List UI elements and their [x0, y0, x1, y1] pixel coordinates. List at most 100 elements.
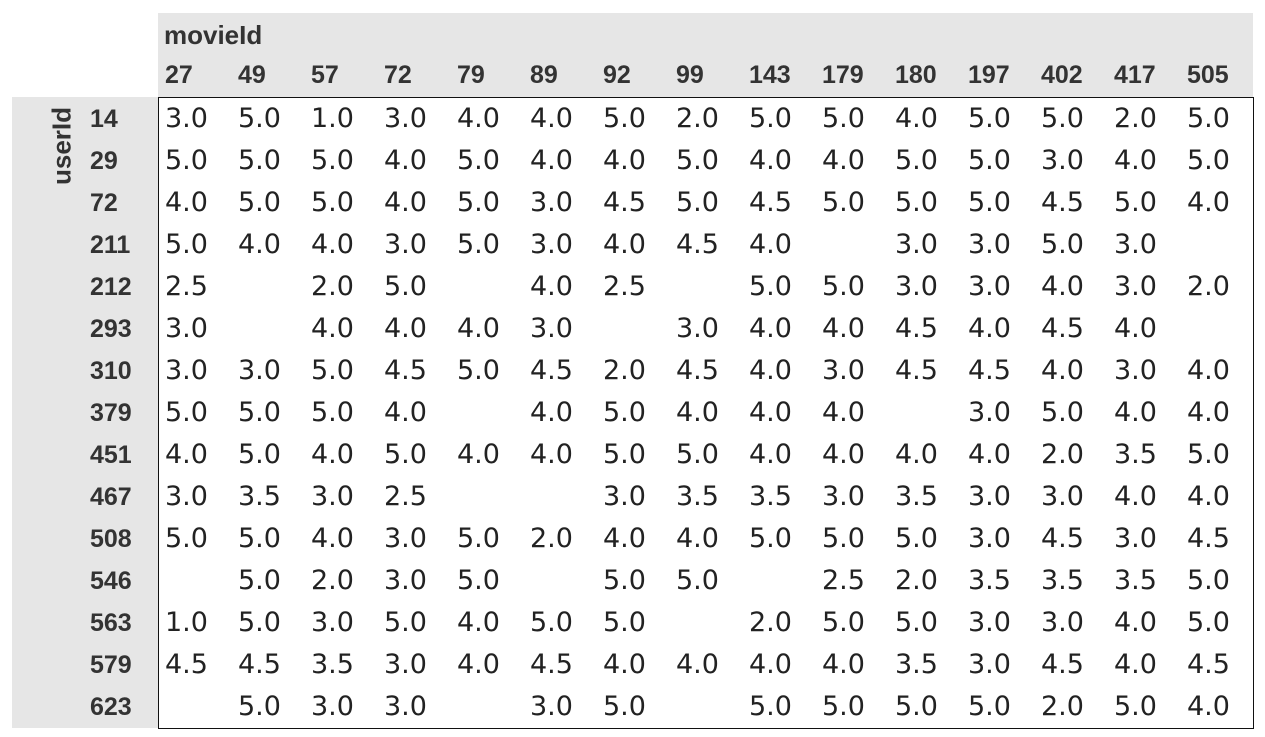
- table-cell: 4.0: [603, 145, 646, 176]
- table-cell: 3.0: [1041, 145, 1084, 176]
- table-cell: 5.0: [822, 187, 865, 218]
- table-cell: 5.0: [238, 103, 281, 134]
- table-cell: 3.5: [1041, 565, 1084, 596]
- table-cell: 4.0: [1114, 607, 1157, 638]
- table-cell: 3.0: [311, 691, 354, 722]
- table-cell: 5.0: [238, 565, 281, 596]
- table-cell: 5.0: [238, 607, 281, 638]
- table-cell: 5.0: [1187, 145, 1230, 176]
- table-cell: 5.0: [1041, 103, 1084, 134]
- row-header: 310: [90, 357, 132, 385]
- table-cell: 3.5: [749, 481, 792, 512]
- table-cell: 3.0: [895, 229, 938, 260]
- table-cell: 5.0: [1041, 229, 1084, 260]
- table-cell: 2.0: [530, 523, 573, 554]
- table-cell: 3.5: [895, 481, 938, 512]
- table-cell: 2.0: [603, 355, 646, 386]
- table-cell: 3.0: [968, 229, 1011, 260]
- table-cell: 4.0: [1114, 481, 1157, 512]
- column-header: 27: [165, 61, 193, 89]
- row-header: 379: [90, 399, 132, 427]
- table-cell: 2.5: [165, 271, 208, 302]
- table-cell: 5.0: [822, 607, 865, 638]
- table-cell: 4.5: [749, 187, 792, 218]
- table-cell: 4.0: [457, 607, 500, 638]
- table-cell: 3.0: [165, 313, 208, 344]
- row-header: 467: [90, 483, 132, 511]
- table-cell: 5.0: [1041, 397, 1084, 428]
- column-header: 79: [457, 61, 485, 89]
- table-cell: 3.5: [676, 481, 719, 512]
- table-cell: 5.0: [822, 103, 865, 134]
- row-header: 29: [90, 147, 118, 175]
- table-cell: 3.0: [384, 691, 427, 722]
- table-cell: 5.0: [1114, 691, 1157, 722]
- column-header: 89: [530, 61, 558, 89]
- table-cell: 4.0: [530, 397, 573, 428]
- table-cell: 4.5: [1041, 649, 1084, 680]
- table-cell: 4.0: [1187, 187, 1230, 218]
- table-cell: 4.0: [311, 439, 354, 470]
- table-cell: 3.0: [530, 691, 573, 722]
- table-cell: 4.0: [822, 397, 865, 428]
- table-cell: 4.0: [311, 313, 354, 344]
- table-cell: 3.0: [1041, 481, 1084, 512]
- row-index-background: [12, 97, 158, 728]
- table-cell: 2.0: [1114, 103, 1157, 134]
- table-cell: 3.0: [603, 481, 646, 512]
- column-header: 402: [1041, 61, 1083, 89]
- table-cell: 3.0: [1114, 355, 1157, 386]
- table-cell: 5.0: [165, 397, 208, 428]
- table-cell: 4.0: [822, 313, 865, 344]
- table-cell: 2.0: [1187, 271, 1230, 302]
- table-cell: 5.0: [676, 145, 719, 176]
- row-header: 579: [90, 651, 132, 679]
- table-cell: 4.5: [1187, 523, 1230, 554]
- table-body-border: [158, 97, 1254, 729]
- table-cell: 3.0: [822, 355, 865, 386]
- table-cell: 5.0: [895, 145, 938, 176]
- table-cell: 4.5: [530, 649, 573, 680]
- table-cell: 5.0: [676, 439, 719, 470]
- table-cell: 4.5: [1041, 523, 1084, 554]
- table-cell: 5.0: [165, 523, 208, 554]
- table-cell: 3.5: [895, 649, 938, 680]
- table-cell: 4.5: [895, 355, 938, 386]
- row-header: 451: [90, 441, 132, 469]
- row-header: 508: [90, 525, 132, 553]
- table-cell: 4.0: [1114, 397, 1157, 428]
- table-cell: 4.0: [822, 439, 865, 470]
- table-cell: 4.0: [749, 439, 792, 470]
- table-cell: 5.0: [603, 607, 646, 638]
- table-cell: 3.5: [1114, 439, 1157, 470]
- table-cell: 4.0: [968, 439, 1011, 470]
- table-cell: 3.5: [311, 649, 354, 680]
- table-cell: 4.0: [311, 523, 354, 554]
- table-cell: 3.0: [822, 481, 865, 512]
- table-cell: 4.0: [1187, 691, 1230, 722]
- table-cell: 4.5: [968, 355, 1011, 386]
- table-cell: 3.0: [530, 229, 573, 260]
- table-cell: 4.0: [1114, 313, 1157, 344]
- table-cell: 5.0: [457, 565, 500, 596]
- table-cell: 3.0: [1114, 271, 1157, 302]
- table-cell: 5.0: [238, 691, 281, 722]
- table-cell: 5.0: [165, 229, 208, 260]
- column-header: 92: [603, 61, 631, 89]
- table-cell: 5.0: [238, 397, 281, 428]
- table-cell: 4.0: [968, 313, 1011, 344]
- table-cell: 4.5: [1041, 313, 1084, 344]
- table-cell: 3.0: [968, 607, 1011, 638]
- table-cell: 2.0: [311, 565, 354, 596]
- table-cell: 5.0: [238, 187, 281, 218]
- table-cell: 3.5: [1114, 565, 1157, 596]
- column-header: 49: [238, 61, 266, 89]
- row-header: 211: [90, 231, 131, 259]
- table-cell: 3.0: [968, 649, 1011, 680]
- table-cell: 3.0: [895, 271, 938, 302]
- table-cell: 3.0: [1114, 523, 1157, 554]
- table-cell: 4.0: [822, 145, 865, 176]
- table-cell: 5.0: [1187, 565, 1230, 596]
- table-cell: 5.0: [457, 229, 500, 260]
- table-cell: 4.0: [749, 229, 792, 260]
